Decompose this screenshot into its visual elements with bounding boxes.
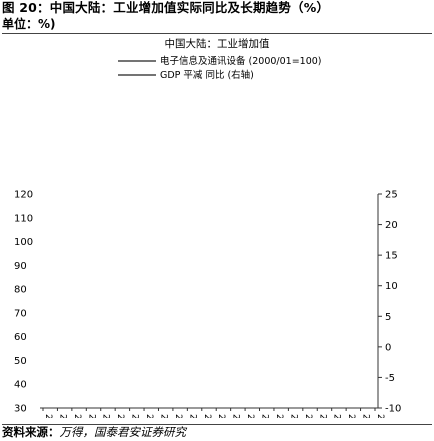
x-tick-label: 2017-01	[288, 414, 298, 418]
x-tick-label: 2023-01	[375, 414, 385, 418]
y-left-tick-label: 40	[14, 380, 27, 391]
x-tick-label: 2016-01	[274, 414, 284, 418]
x-tick-label: 2021-01	[346, 414, 356, 418]
y-right-tick-label: -10	[385, 404, 401, 415]
y-right-tick-label: 20	[385, 220, 398, 231]
legend: 电子信息及通讯设备 (2000/01=100) GDP 平减 同比 (右轴)	[118, 55, 322, 81]
legend-label-0: 电子信息及通讯设备 (2000/01=100)	[160, 55, 322, 67]
x-tick-label: 2003-01	[86, 414, 96, 418]
y-axis-right: -10 -5 0 5 10 15 20 25	[377, 190, 401, 415]
footer-rule	[2, 424, 432, 425]
x-tick-label: 2006-01	[130, 414, 140, 418]
y-left-tick-label: 90	[14, 261, 27, 272]
x-tick-label: 2000-01	[43, 414, 53, 418]
y-right-tick-label: 10	[385, 281, 398, 292]
source-text: 万得，国泰君安证券研究	[59, 425, 187, 439]
x-tick-label: 2015-01	[260, 414, 270, 418]
y-left-tick-label: 70	[14, 308, 27, 319]
x-tick-label: 2004-01	[101, 414, 111, 418]
x-tick-label: 2020-01	[332, 414, 342, 418]
x-tick-label: 2022-01	[361, 414, 371, 418]
x-tick-label: 2010-01	[187, 414, 197, 418]
x-tick-label: 2007-01	[144, 414, 154, 418]
x-tick-label: 2009-01	[173, 414, 183, 418]
y-left-tick-label: 120	[14, 190, 33, 201]
x-tick-label: 2002-01	[72, 414, 82, 418]
source-note: 资料来源：万得，国泰君安证券研究	[2, 425, 186, 439]
x-tick-label: 2019-01	[317, 414, 327, 418]
chart-title: 中国大陆：工业增加值	[165, 37, 270, 50]
y-left-tick-label: 100	[14, 237, 33, 248]
y-right-tick-label: 0	[385, 342, 391, 353]
header-rule	[2, 33, 432, 34]
y-right-tick-label: 15	[385, 251, 398, 262]
chart: 中国大陆：工业增加值 电子信息及通讯设备 (2000/01=100) GDP 平减…	[14, 37, 401, 418]
x-tick-label: 2012-01	[216, 414, 226, 418]
y-right-tick-label: -5	[385, 373, 395, 384]
x-tick-label: 2013-01	[231, 414, 241, 418]
x-tick-label: 2011-01	[202, 414, 212, 418]
legend-label-1: GDP 平减 同比 (右轴)	[160, 69, 254, 81]
x-tick-label: 2018-01	[303, 414, 313, 418]
x-tick-label: 2014-01	[245, 414, 255, 418]
x-tick-label: 2001-01	[57, 414, 67, 418]
y-axis-left: 30 40 50 60 70 80 90 100 110 120	[14, 190, 33, 415]
y-left-tick-label: 50	[14, 356, 27, 367]
y-right-tick-label: 5	[385, 312, 391, 323]
x-tick-label: 2005-01	[115, 414, 125, 418]
y-right-tick-label: 25	[385, 190, 398, 201]
x-tick-label: 2008-01	[158, 414, 168, 418]
figure-header: 图 20：中国大陆：工业增加值实际同比及长期趋势（%） 单位：%)	[2, 0, 432, 32]
y-left-tick-label: 60	[14, 332, 27, 343]
y-left-tick-label: 110	[14, 213, 33, 224]
y-left-tick-label: 30	[14, 404, 27, 415]
figure-title: 图 20：中国大陆：工业增加值实际同比及长期趋势（%）	[2, 0, 330, 15]
x-axis: 2000-01 2001-01 2002-01 2003-01 2004-01 2005-…	[40, 407, 385, 418]
figure-unit: 单位：%)	[2, 17, 56, 31]
y-left-tick-label: 80	[14, 285, 27, 296]
source-label: 资料来源：	[2, 425, 60, 439]
